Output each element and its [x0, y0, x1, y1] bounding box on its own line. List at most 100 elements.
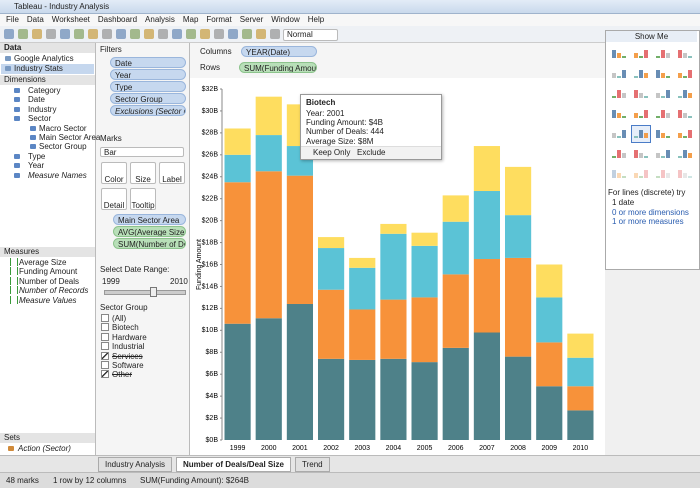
chart-thumbnail[interactable]	[676, 146, 694, 162]
dimension[interactable]: Type	[28, 151, 46, 161]
dimension[interactable]: Measure Names	[28, 170, 87, 180]
menu-item[interactable]: Dashboard	[97, 15, 138, 24]
dimension[interactable]: Year	[28, 161, 45, 171]
toolbar-button[interactable]	[186, 29, 196, 39]
filter-pill[interactable]: Sector Group	[110, 93, 186, 104]
menu-item[interactable]: Data	[26, 15, 44, 24]
toolbar-button[interactable]	[270, 29, 280, 39]
menu-item[interactable]: Window	[271, 15, 300, 24]
marks-field[interactable]: Main Sector Area	[113, 214, 186, 225]
checkbox[interactable]	[101, 361, 109, 369]
chart-thumbnail[interactable]	[610, 166, 628, 182]
menu-item[interactable]: Server	[239, 15, 264, 24]
chart-thumbnail[interactable]	[654, 146, 672, 162]
chart-thumbnail[interactable]	[676, 46, 694, 62]
exclude[interactable]: Exclude	[357, 148, 386, 157]
filter-pill[interactable]: Year	[110, 69, 186, 80]
dimension[interactable]: Category	[28, 86, 61, 95]
toolbar-button[interactable]	[228, 29, 238, 39]
checkbox-label[interactable]: Software	[112, 361, 144, 370]
dimension[interactable]: Sector Group	[39, 142, 87, 152]
chart-thumbnail[interactable]	[654, 66, 672, 82]
chart-thumbnail[interactable]	[676, 106, 694, 122]
chart-thumbnail[interactable]	[676, 126, 694, 142]
checkbox[interactable]	[101, 332, 109, 341]
checkbox-label[interactable]: Biotech	[112, 323, 139, 333]
chart-thumbnail[interactable]	[632, 46, 650, 62]
chart-thumbnail[interactable]	[654, 166, 672, 182]
chart-thumbnail[interactable]	[632, 146, 650, 162]
measure[interactable]: Funding Amount	[19, 267, 78, 277]
sheet-tab[interactable]: Trend	[295, 457, 330, 472]
shelf-pill[interactable]: SUM(Funding Amount)	[239, 62, 317, 73]
chart-thumbnail[interactable]	[632, 86, 650, 102]
checkbox-label[interactable]: (All)	[112, 314, 127, 323]
toolbar-button[interactable]	[158, 29, 168, 39]
marks-button[interactable]: Label	[159, 162, 185, 184]
data-source[interactable]: Industry Stats	[14, 64, 63, 73]
measure[interactable]: Measure Values	[19, 295, 77, 305]
sheet-tab[interactable]: Industry Analysis	[98, 457, 173, 472]
slider-thumb[interactable]	[150, 287, 157, 297]
measure[interactable]: Average Size	[19, 258, 67, 267]
menu-item[interactable]: Help	[307, 15, 325, 24]
checkbox-label[interactable]: Hardware	[112, 332, 147, 342]
chart-thumbnail[interactable]	[610, 46, 628, 62]
toolbar-button[interactable]	[130, 29, 140, 39]
checkbox[interactable]	[101, 314, 109, 322]
chart-thumbnail[interactable]	[632, 166, 650, 182]
checkbox[interactable]	[101, 351, 109, 360]
dimension[interactable]: Industry	[28, 104, 57, 114]
chart-thumbnail[interactable]	[610, 126, 628, 142]
menu-item[interactable]: Map	[182, 15, 199, 24]
menu-item[interactable]: Worksheet	[51, 15, 90, 24]
marks-field[interactable]: SUM(Number of De...	[113, 238, 186, 249]
toolbar-button[interactable]	[172, 29, 182, 39]
chart-thumbnail[interactable]	[654, 46, 672, 62]
chart-thumbnail[interactable]	[632, 106, 650, 122]
toolbar-button[interactable]	[214, 29, 224, 39]
chart-thumbnail[interactable]	[676, 166, 694, 182]
toolbar-button[interactable]	[4, 29, 14, 39]
marks-button[interactable]: Tooltip	[130, 188, 156, 210]
menu-item[interactable]: File	[6, 15, 19, 24]
dimension[interactable]: Date	[28, 95, 45, 105]
toolbar-button[interactable]	[102, 29, 112, 39]
toolbar-button[interactable]	[242, 29, 252, 39]
chart-thumbnail[interactable]	[610, 106, 628, 122]
toolbar-button[interactable]	[18, 29, 28, 39]
toolbar-button[interactable]	[200, 29, 210, 39]
chart-thumbnail[interactable]	[676, 86, 694, 102]
marks-button[interactable]: Color	[101, 162, 127, 184]
checkbox[interactable]	[101, 342, 109, 351]
toolbar-button[interactable]	[144, 29, 154, 39]
toolbar-button[interactable]	[60, 29, 70, 39]
show-me-header[interactable]: Show Me	[606, 31, 697, 42]
checkbox-label[interactable]: Services	[112, 351, 143, 361]
marks-button[interactable]: Size	[130, 162, 156, 184]
menu-item[interactable]: Format	[206, 15, 232, 24]
chart-thumbnail[interactable]	[610, 66, 628, 82]
dimension[interactable]: Macro Sector	[39, 123, 87, 133]
filter-pill[interactable]: Date	[110, 57, 186, 68]
marks-field[interactable]: AVG(Average Size)	[113, 226, 186, 237]
chart-thumbnail[interactable]	[631, 125, 651, 143]
dimension[interactable]: Sector	[28, 114, 52, 124]
checkbox-label[interactable]: Other	[112, 370, 133, 380]
filter-pill[interactable]: Type	[110, 81, 186, 92]
chart-thumbnail[interactable]	[654, 86, 672, 102]
keep-only[interactable]: Keep Only	[313, 148, 351, 157]
marks-button[interactable]: Detail	[101, 188, 127, 210]
filter-pill[interactable]: Exclusions (Sector (gr...	[110, 105, 186, 116]
fit-dropdown[interactable]: Normal	[283, 29, 338, 41]
sheet-tab[interactable]: Number of Deals/Deal Size	[176, 457, 291, 472]
menu-item[interactable]: Analysis	[145, 15, 175, 24]
chart-thumbnail[interactable]	[676, 66, 694, 82]
toolbar-button[interactable]	[46, 29, 56, 39]
toolbar-button[interactable]	[256, 29, 266, 39]
checkbox[interactable]	[101, 323, 109, 332]
toolbar-button[interactable]	[116, 29, 126, 39]
checkbox-label[interactable]: Industrial	[112, 342, 145, 352]
chart-thumbnail[interactable]	[610, 146, 628, 162]
chart-thumbnail[interactable]	[654, 126, 672, 142]
